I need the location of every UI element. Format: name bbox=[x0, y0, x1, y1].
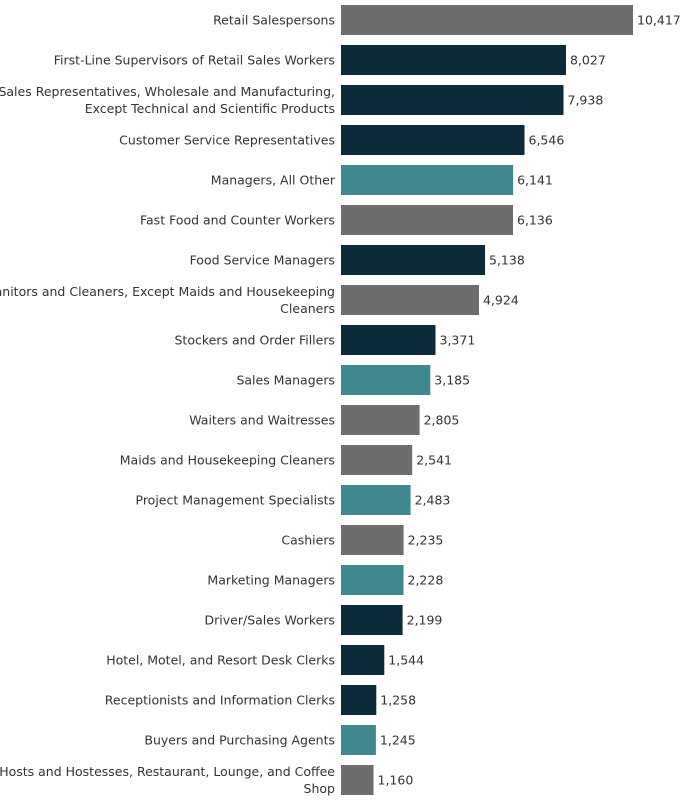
bar bbox=[341, 285, 479, 315]
value-label: 1,160 bbox=[378, 773, 414, 788]
bar bbox=[341, 405, 420, 435]
category-label: Project Management Specialists bbox=[136, 493, 336, 508]
bar bbox=[341, 445, 413, 475]
category-label: Stockers and Order Fillers bbox=[175, 333, 336, 348]
value-label: 6,546 bbox=[529, 133, 565, 148]
bar bbox=[341, 365, 431, 395]
bar bbox=[341, 205, 513, 235]
category-label: Shop bbox=[304, 781, 336, 796]
bar bbox=[341, 245, 485, 275]
category-label: Retail Salespersons bbox=[213, 13, 335, 28]
category-label: Hosts and Hostesses, Restaurant, Lounge,… bbox=[0, 764, 335, 779]
category-label: Food Service Managers bbox=[190, 253, 335, 268]
value-label: 2,235 bbox=[408, 533, 444, 548]
category-label: Managers, All Other bbox=[211, 173, 336, 188]
value-label: 10,417 bbox=[637, 13, 681, 28]
bar bbox=[341, 325, 436, 355]
category-label: Marketing Managers bbox=[207, 573, 335, 588]
value-label: 1,258 bbox=[380, 693, 416, 708]
category-label: Receptionists and Information Clerks bbox=[105, 693, 335, 708]
value-label: 2,483 bbox=[415, 493, 451, 508]
value-label: 6,136 bbox=[517, 213, 553, 228]
category-label: Janitors and Cleaners, Except Maids and … bbox=[0, 284, 335, 299]
bar bbox=[341, 685, 377, 715]
bar bbox=[341, 125, 525, 155]
bar bbox=[341, 765, 374, 795]
bar bbox=[341, 565, 404, 595]
value-label: 2,199 bbox=[407, 613, 443, 628]
value-label: 6,141 bbox=[517, 173, 553, 188]
value-label: 5,138 bbox=[489, 253, 525, 268]
value-label: 2,805 bbox=[424, 413, 460, 428]
category-label: Sales Representatives, Wholesale and Man… bbox=[0, 84, 335, 99]
bar bbox=[341, 85, 564, 115]
category-label: Fast Food and Counter Workers bbox=[140, 213, 335, 228]
category-label: Waiters and Waitresses bbox=[189, 413, 335, 428]
value-label: 7,938 bbox=[568, 93, 604, 108]
value-label: 3,185 bbox=[434, 373, 470, 388]
category-label: Maids and Housekeeping Cleaners bbox=[120, 453, 335, 468]
value-label: 3,371 bbox=[440, 333, 476, 348]
bar bbox=[341, 605, 403, 635]
value-label: 1,245 bbox=[380, 733, 416, 748]
bar bbox=[341, 525, 404, 555]
value-label: 2,228 bbox=[408, 573, 444, 588]
value-label: 1,544 bbox=[388, 653, 424, 668]
bar bbox=[341, 165, 514, 195]
category-label: Except Technical and Scientific Products bbox=[85, 101, 335, 116]
category-label: Sales Managers bbox=[236, 373, 335, 388]
value-label: 2,541 bbox=[416, 453, 452, 468]
category-label: Cleaners bbox=[280, 301, 335, 316]
category-label: Hotel, Motel, and Resort Desk Clerks bbox=[106, 653, 335, 668]
category-label: First-Line Supervisors of Retail Sales W… bbox=[54, 53, 335, 68]
category-label: Buyers and Purchasing Agents bbox=[144, 733, 335, 748]
bar bbox=[341, 45, 566, 75]
bar bbox=[341, 725, 376, 755]
category-label: Driver/Sales Workers bbox=[205, 613, 335, 628]
value-label: 8,027 bbox=[570, 53, 606, 68]
category-label: Customer Service Representatives bbox=[119, 133, 335, 148]
bar bbox=[341, 485, 411, 515]
value-label: 4,924 bbox=[483, 293, 519, 308]
category-label: Cashiers bbox=[281, 533, 335, 548]
bar bbox=[341, 5, 633, 35]
bar bbox=[341, 645, 385, 675]
